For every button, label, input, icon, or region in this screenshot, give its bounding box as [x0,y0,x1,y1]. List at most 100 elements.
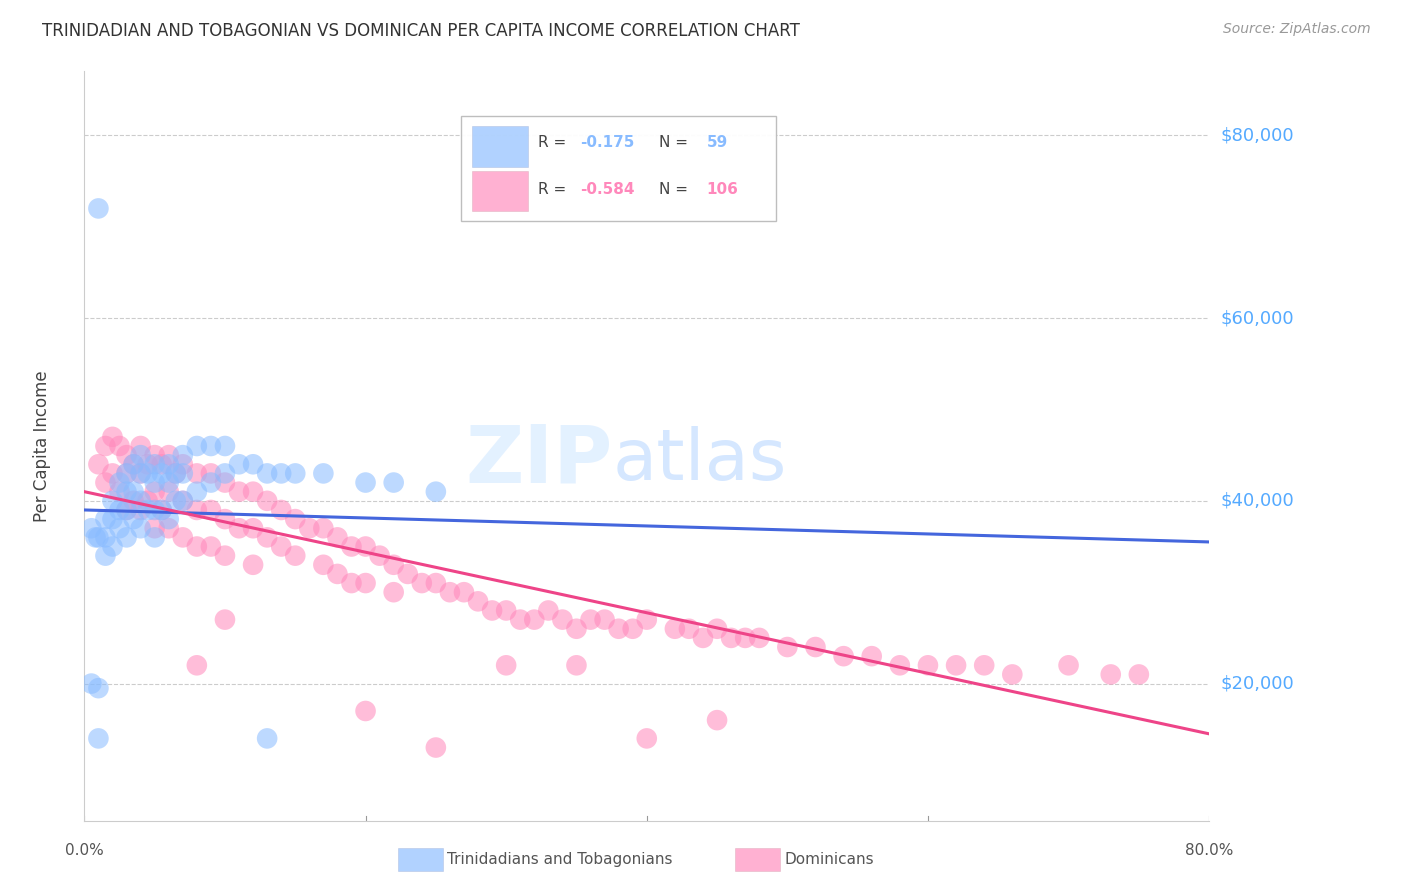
Point [1099,667,1122,681]
Point [425,576,447,591]
Point [115,448,138,462]
Point [425,484,447,499]
Point [108,503,131,517]
Point [150,503,173,517]
Point [143,521,166,535]
Point [150,467,173,481]
Point [312,521,335,535]
Point [150,457,173,471]
Point [636,731,658,746]
Point [439,585,461,599]
FancyBboxPatch shape [472,126,527,167]
Text: $40,000: $40,000 [1220,491,1294,510]
Point [115,503,138,517]
Point [692,631,714,645]
Point [165,493,187,508]
Point [136,503,159,517]
Point [172,493,194,508]
Point [143,448,166,462]
Point [551,613,574,627]
Point [80,676,103,690]
Point [804,640,827,654]
Point [136,457,159,471]
Point [495,658,517,673]
Text: -0.584: -0.584 [581,182,636,197]
Point [706,622,728,636]
Text: $20,000: $20,000 [1220,674,1294,692]
Point [115,484,138,499]
Point [165,467,187,481]
Point [157,512,180,526]
Point [122,457,145,471]
Point [186,467,208,481]
Point [734,631,756,645]
Point [1128,667,1150,681]
Point [122,484,145,499]
Point [80,521,103,535]
Point [94,439,117,453]
Text: 0.0%: 0.0% [65,844,104,858]
Point [214,549,236,563]
Point [129,448,152,462]
Point [382,475,405,490]
Point [228,521,250,535]
Point [214,475,236,490]
Point [312,558,335,572]
Point [467,594,489,608]
Point [115,467,138,481]
Point [94,549,117,563]
Point [776,640,799,654]
Point [165,467,187,481]
Point [101,512,124,526]
Point [87,530,110,544]
Point [143,503,166,517]
Text: 80.0%: 80.0% [1185,844,1233,858]
Point [354,704,377,718]
Point [200,439,222,453]
Point [242,558,264,572]
Point [720,631,742,645]
Point [706,713,728,727]
Point [312,467,335,481]
Point [143,484,166,499]
Text: $80,000: $80,000 [1220,127,1294,145]
Point [108,521,131,535]
Point [860,649,883,664]
Point [354,540,377,554]
Point [150,503,173,517]
Point [425,740,447,755]
Point [172,467,194,481]
Point [382,585,405,599]
Text: atlas: atlas [613,426,787,495]
Point [101,493,124,508]
Point [129,439,152,453]
Point [678,622,700,636]
Point [122,493,145,508]
Point [172,530,194,544]
Point [129,467,152,481]
Point [87,202,110,216]
Point [94,530,117,544]
Text: R =: R = [537,182,571,197]
Point [200,475,222,490]
Point [108,475,131,490]
Point [115,503,138,517]
Point [172,493,194,508]
Point [270,503,292,517]
Point [1001,667,1024,681]
Point [565,658,588,673]
Point [326,530,349,544]
Text: Trinidadians and Tobagonians: Trinidadians and Tobagonians [447,853,672,867]
Text: N =: N = [659,135,693,150]
Point [172,448,194,462]
Point [129,503,152,517]
Point [186,658,208,673]
Point [143,457,166,471]
Text: $60,000: $60,000 [1220,309,1294,327]
Point [256,467,278,481]
Point [945,658,967,673]
Text: N =: N = [659,182,693,197]
Point [143,530,166,544]
Point [157,484,180,499]
Text: -0.175: -0.175 [581,135,634,150]
